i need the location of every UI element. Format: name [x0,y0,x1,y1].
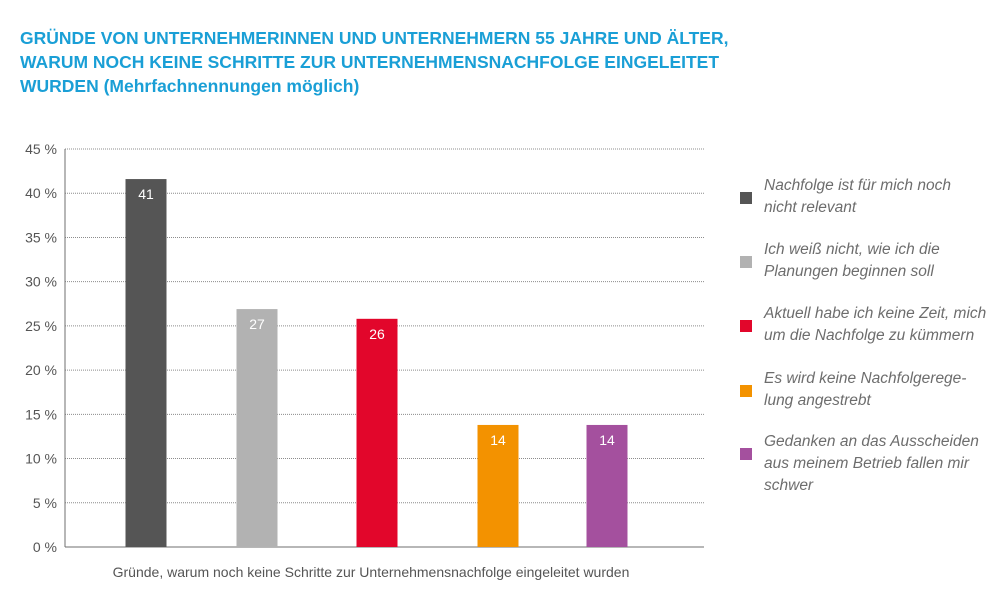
legend-label: Es wird keine Nachfolgerege-lung angestr… [764,368,999,412]
bar-value-label: 41 [138,186,154,202]
y-tick-label: 5 % [33,495,57,511]
legend-label-line: Es wird keine Nachfolgerege- [764,370,967,387]
legend-label-line: schwer [764,477,814,494]
bar-chart: 0 % 5 % 10 % 15 % 20 % 25 % 30 % 35 % 40 % 45 % 41… [25,141,704,580]
bar [125,179,167,547]
y-tick-label: 25 % [25,318,57,334]
legend-swatch [740,256,752,268]
y-tick-label: 0 % [33,539,57,555]
bar-value-label: 27 [249,316,265,332]
legend-label-line: Ich weiß nicht, wie ich die [764,241,940,258]
legend-label-line: Nachfolge ist für mich noch [764,177,951,194]
y-tick-label: 30 % [25,274,57,290]
y-tick-label: 40 % [25,185,57,201]
y-tick-label: 10 % [25,451,57,467]
legend-label: Gedanken an das Ausscheiden aus meinem Be… [764,431,999,497]
y-tick-label: 15 % [25,406,57,422]
bar [477,424,519,547]
legend-swatch [740,320,752,332]
legend-label-line: nicht relevant [764,199,857,216]
legend-swatch [740,192,752,204]
chart-title-line: GRÜNDE VON UNTERNEHMERINNEN UND UNTERNEH… [20,28,729,48]
legend-label: Aktuell habe ich keine Zeit, mich um die … [764,303,999,347]
bar [236,309,278,547]
legend-swatch [740,385,752,397]
legend-swatch [740,448,752,460]
chart-title-line: WURDEN (Mehrfachnennungen möglich) [20,76,360,96]
legend-label-line: um die Nachfolge zu kümmern [764,327,975,344]
bar [586,424,628,547]
legend-label: Nachfolge ist für mich noch nicht relevan… [764,175,999,219]
chart-title-line: WARUM NOCH KEINE SCHRITTE ZUR UNTERNEHME… [20,52,720,72]
legend-label: Ich weiß nicht, wie ich die Planungen beg… [764,239,999,283]
legend-label-line: lung angestrebt [764,392,871,409]
legend-label-line: aus meinem Betrieb fallen mir [764,455,970,472]
legend-label-line: Gedanken an das Ausscheiden [764,433,979,450]
y-tick-label: 45 % [25,141,57,157]
y-tick-label: 20 % [25,362,57,378]
bar-value-label: 26 [369,326,385,342]
bar-value-label: 14 [599,432,615,448]
chart-title: GRÜNDE VON UNTERNEHMERINNEN UND UNTERNEH… [20,26,760,98]
bar-value-label: 14 [490,432,506,448]
bar [356,318,398,547]
y-tick-label: 35 % [25,229,57,245]
x-axis-label: Gründe, warum noch keine Schritte zur Un… [113,564,630,580]
legend-label-line: Planungen beginnen soll [764,263,934,280]
legend-label-line: Aktuell habe ich keine Zeit, mich [764,305,987,322]
